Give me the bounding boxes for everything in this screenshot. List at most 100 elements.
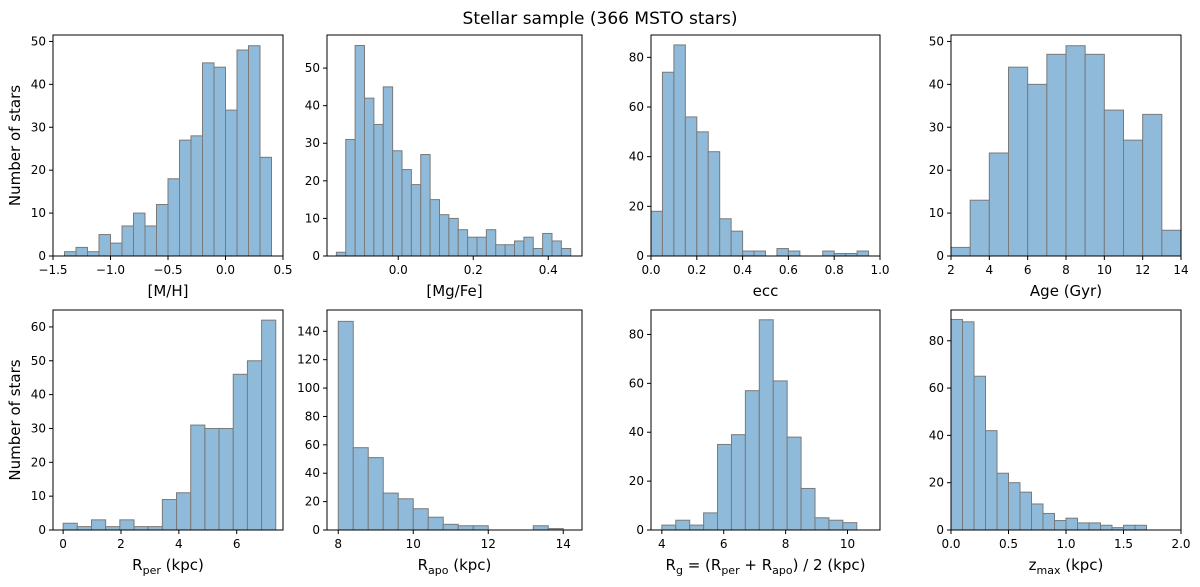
- x-axis-label: [M/H]: [148, 282, 189, 300]
- histogram-bar: [950, 246, 971, 257]
- histogram-bar: [382, 86, 394, 257]
- histogram-bar: [367, 457, 384, 531]
- y-tick-label: 0: [312, 249, 320, 263]
- histogram-bar: [684, 116, 698, 257]
- histogram-bar: [373, 123, 384, 257]
- histogram-bar: [429, 199, 440, 257]
- histogram-bar: [472, 525, 489, 531]
- histogram-bar: [1019, 491, 1032, 531]
- label-part: ) / 2 (kpc): [793, 556, 866, 574]
- histogram-bar: [261, 319, 277, 531]
- histogram-bar: [225, 109, 238, 257]
- histogram-bar: [1161, 229, 1182, 257]
- x-tick-label: 8: [1062, 263, 1070, 277]
- y-tick-label: 20: [305, 495, 320, 509]
- histogram-bar: [204, 427, 220, 531]
- histogram-bar: [190, 135, 203, 257]
- y-tick-label: 30: [31, 421, 46, 435]
- axes-frame: [650, 309, 881, 531]
- histogram-bar: [1103, 109, 1125, 257]
- y-tick-label: 0: [312, 523, 320, 537]
- histogram-bar: [985, 430, 998, 531]
- histogram-bar: [364, 97, 375, 257]
- histogram-bar: [337, 320, 354, 531]
- histogram-bar: [354, 45, 365, 257]
- y-tick-label: 40: [305, 466, 320, 480]
- x-axis-label: Rg = (Rper + Rapo) / 2 (kpc): [666, 556, 866, 577]
- x-tick-label: 6: [720, 537, 728, 551]
- x-tick-label: 0.4: [539, 263, 558, 277]
- x-tick-label: 0.5: [999, 537, 1018, 551]
- y-tick-label: 100: [297, 381, 320, 395]
- y-tick-label: 10: [929, 206, 944, 220]
- histogram-bar: [105, 526, 121, 531]
- subscript: apo: [428, 564, 449, 577]
- y-tick-label: 10: [31, 206, 46, 220]
- x-axis-label: Age (Gyr): [1030, 282, 1102, 300]
- x-tick-label: 6: [1024, 263, 1032, 277]
- x-tick-label: 1.5: [1114, 537, 1133, 551]
- y-tick-label: 50: [929, 34, 944, 48]
- label-part: R: [132, 556, 142, 574]
- histogram-bar: [1142, 113, 1163, 257]
- histogram-bar: [485, 229, 497, 257]
- x-tick-label: 10: [840, 537, 855, 551]
- histogram-bar: [1046, 53, 1067, 257]
- histogram-bar: [476, 236, 487, 257]
- histogram-bar: [119, 519, 135, 531]
- histogram-bar: [542, 232, 553, 257]
- histogram-bar: [1084, 53, 1105, 257]
- y-tick-label: 20: [629, 474, 644, 488]
- histogram-bar: [110, 242, 123, 257]
- y-tick-label: 40: [31, 77, 46, 91]
- histogram-bar: [786, 436, 802, 531]
- label-part: R: [418, 556, 428, 574]
- label-part: = (R: [683, 556, 721, 574]
- histogram-bar: [551, 240, 562, 257]
- histogram-bar: [427, 516, 444, 531]
- y-tick-label: 60: [629, 100, 644, 114]
- y-tick-label: 20: [305, 174, 320, 188]
- histogram-bar: [75, 246, 88, 257]
- histogram-bar: [730, 434, 746, 531]
- y-tick-label: 20: [929, 163, 944, 177]
- histogram-bar: [176, 492, 192, 531]
- x-tick-label: 10: [406, 537, 421, 551]
- y-tick-label: 80: [929, 334, 944, 348]
- histogram-bar: [1008, 482, 1021, 531]
- x-tick-label: 0.2: [464, 263, 483, 277]
- x-axis-label: ecc: [753, 282, 779, 300]
- histogram-bar: [76, 526, 92, 531]
- histogram-bar: [707, 151, 721, 257]
- y-tick-label: 120: [297, 353, 320, 367]
- y-axis-label: Number of stars: [6, 359, 24, 480]
- x-tick-label: 2.0: [1171, 537, 1190, 551]
- x-tick-label: 0.2: [687, 263, 706, 277]
- x-axis-label: zmax (kpc): [1029, 556, 1104, 577]
- subscript: g: [676, 564, 683, 577]
- histogram-bar: [532, 247, 544, 257]
- histogram-bar: [703, 512, 719, 531]
- y-tick-label: 30: [305, 136, 320, 150]
- histogram-bar: [717, 443, 732, 531]
- histogram-bar: [776, 248, 789, 257]
- y-tick-label: 60: [929, 381, 944, 395]
- y-tick-label: 50: [31, 34, 46, 48]
- y-tick-label: 10: [31, 489, 46, 503]
- histogram-bar: [828, 519, 844, 531]
- histogram-bar: [121, 225, 134, 257]
- histogram-bar: [744, 390, 760, 531]
- histogram-bar: [62, 522, 78, 531]
- y-tick-label: 0: [38, 249, 46, 263]
- x-tick-label: 12: [481, 537, 496, 551]
- histogram-bar: [397, 498, 414, 531]
- histogram-bar: [1123, 524, 1136, 531]
- histogram-bar: [448, 217, 459, 257]
- label-part: R: [666, 556, 676, 574]
- x-tick-label: 8: [782, 537, 790, 551]
- x-axis-label: Rper (kpc): [132, 556, 204, 577]
- x-tick-label: 0.0: [941, 537, 960, 551]
- label-part: (kpc): [448, 556, 491, 574]
- histogram-bar: [144, 225, 157, 257]
- histogram-bar: [98, 234, 111, 257]
